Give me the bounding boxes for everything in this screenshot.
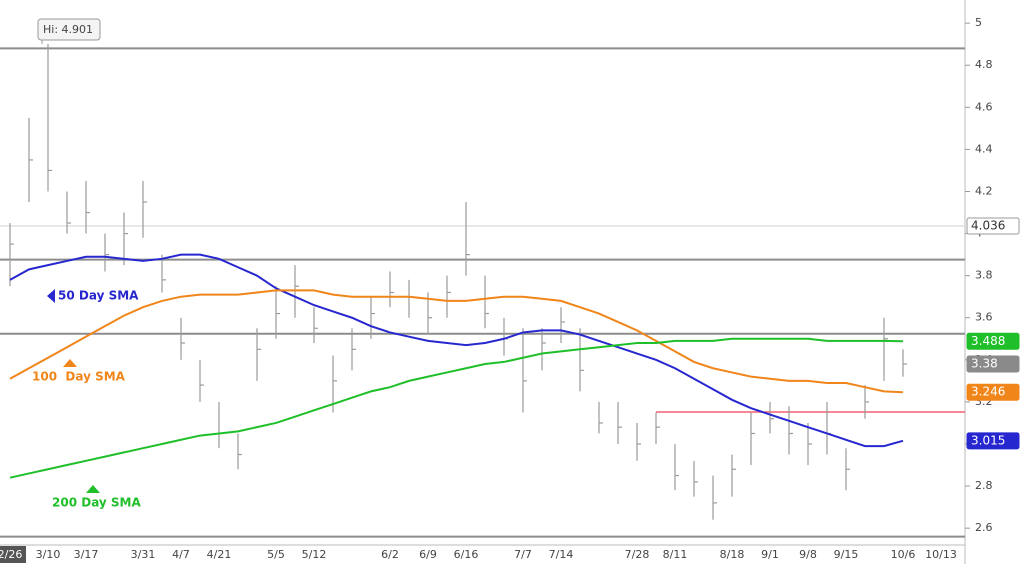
x-tick-label: 3/10: [36, 548, 61, 561]
x-tick-label: 8/18: [720, 548, 745, 561]
x-tick-label: 6/16: [454, 548, 479, 561]
sma-last-value-box: [966, 432, 1020, 450]
x-tick-label: 10/6: [891, 548, 916, 561]
x-tick-label: 3/17: [74, 548, 99, 561]
x-tick-label: 9/15: [834, 548, 859, 561]
sma-last-value: 3.015: [971, 433, 1005, 447]
sma-last-value-box: [966, 332, 1020, 350]
x-tick-label: 5/5: [267, 548, 285, 561]
x-tick-label: 7/28: [625, 548, 650, 561]
sma-annotation: 50 Day SMA: [58, 289, 139, 303]
last-close-box: [966, 355, 1020, 373]
sma-last-value: 3.246: [971, 385, 1005, 399]
x-tick-label: 3/31: [131, 548, 156, 561]
y-tick-label: 2.6: [975, 521, 993, 534]
hi-label: Hi: 4.901: [43, 23, 93, 36]
x-tick-label: 6/2: [381, 548, 399, 561]
marked-level-label: 4.036: [971, 218, 1005, 232]
x-tick-label: 9/1: [761, 548, 779, 561]
y-tick-label: 3.8: [975, 269, 993, 282]
hi-label-box: [37, 18, 101, 41]
annotation-arrow: [63, 359, 77, 367]
sma-line: [9, 289, 904, 394]
x-tick-label: 5/12: [302, 548, 327, 561]
sma-last-value: 3.488: [971, 334, 1005, 348]
last-close: 3.38: [971, 357, 998, 371]
marked-level-label-box: [966, 217, 1020, 235]
y-tick-label: 2.8: [975, 479, 993, 492]
x-tick-label: 4/7: [172, 548, 190, 561]
y-tick-label: 5: [975, 16, 982, 29]
x-tick-label: 10/13: [925, 548, 957, 561]
x-tick-label: 2/26: [0, 548, 22, 561]
sma-annotation: 200 Day SMA: [52, 496, 142, 510]
y-tick-label: 3.6: [975, 311, 993, 324]
x-tick-label: 4/21: [207, 548, 232, 561]
y-tick-label: 4.6: [975, 100, 993, 113]
x-label-highlight: [0, 546, 26, 563]
annotation-arrow: [86, 485, 100, 493]
sma-annotation: 100 Day SMA: [32, 370, 126, 384]
y-tick-label: 4.8: [975, 58, 993, 71]
y-tick-label: 4.4: [975, 142, 993, 155]
x-tick-label: 8/11: [663, 548, 688, 561]
y-tick-label: 4.2: [975, 184, 993, 197]
x-tick-label: 7/7: [514, 548, 532, 561]
x-tick-label: 9/8: [799, 548, 817, 561]
sma-line: [9, 337, 904, 479]
annotation-arrow: [47, 289, 55, 303]
x-tick-label: 6/9: [419, 548, 437, 561]
sma-line: [9, 253, 904, 448]
sma-last-value-box: [966, 383, 1020, 401]
x-tick-label: 7/14: [549, 548, 574, 561]
